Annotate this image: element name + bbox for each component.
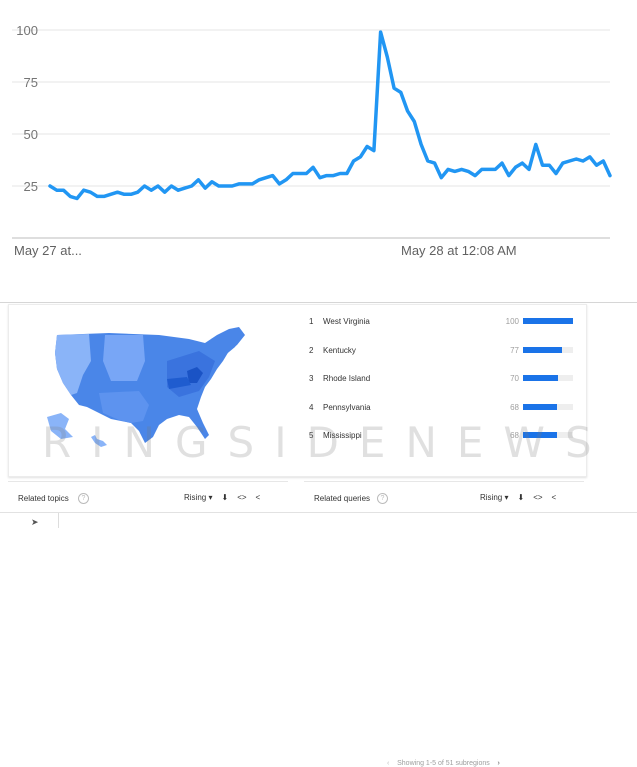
- map-kentucky: [167, 377, 191, 389]
- related-queries-controls: Rising ▾ ⬇ <> <: [480, 493, 556, 502]
- embed-code-icon[interactable]: <>: [533, 493, 543, 502]
- related-topics-panel: Related topics ? Rising ▾ ⬇ <> <: [8, 481, 288, 512]
- map-plains-light: [103, 335, 145, 381]
- pager-text: Showing 1-5 of 51 subregions: [397, 760, 490, 767]
- y-tick-label: 50: [24, 127, 38, 142]
- map-northeast: [211, 329, 243, 357]
- region-value: 68: [510, 431, 519, 440]
- rising-filter-dropdown[interactable]: Rising ▾: [184, 493, 212, 502]
- rank-number: 3: [309, 374, 314, 383]
- rising-filter-dropdown[interactable]: Rising ▾: [480, 493, 508, 502]
- region-value: 68: [510, 402, 519, 412]
- download-icon[interactable]: ⬇: [517, 493, 525, 502]
- toolbar-divider: [58, 513, 59, 528]
- region-value: 100: [505, 317, 519, 326]
- related-queries-panel: Related queries ? Rising ▾ ⬇ <> <: [304, 481, 584, 512]
- subregion-row[interactable]: 2 Kentucky 77: [309, 346, 577, 374]
- rank-number: 5: [309, 431, 314, 440]
- x-tick-label-start: May 27 at...: [14, 243, 82, 258]
- x-tick-label-mid: May 28 at 12:08 AM: [401, 243, 517, 258]
- value-bar-track: [523, 375, 573, 381]
- bottom-toolbar: ➤: [0, 512, 637, 528]
- region-value: 77: [510, 345, 519, 355]
- caret-down-icon: ▾: [208, 493, 213, 502]
- caret-down-icon: ▾: [504, 493, 509, 502]
- map-south-mid: [99, 391, 149, 423]
- related-queries-title: Related queries: [314, 494, 371, 503]
- subregion-panel: 1 West Virginia 100 2 Kentucky 77 3 Rhode Islan…: [8, 304, 587, 767]
- help-circle-icon[interactable]: ?: [377, 493, 388, 504]
- interest-over-time-chart: 25 50 75 100 May 27 at... May 28 at 12:08 A…: [12, 23, 612, 258]
- cursor-icon[interactable]: ➤: [31, 517, 39, 527]
- value-bar-track: [523, 318, 573, 324]
- region-name: Rhode Island: [323, 374, 371, 383]
- map-west-virginia: [187, 367, 203, 383]
- value-bar-fill: [523, 375, 558, 381]
- download-icon[interactable]: ⬇: [221, 493, 229, 502]
- subregion-row[interactable]: 3 Rhode Island 70: [309, 374, 577, 402]
- region-name: Mississippi: [323, 431, 362, 440]
- map-west-light: [55, 334, 91, 395]
- related-topics-title: Related topics: [18, 494, 69, 503]
- subregion-row[interactable]: 4 Pennsylvania 68: [309, 403, 577, 431]
- embed-code-icon[interactable]: <>: [237, 493, 247, 502]
- subregion-pager: ‹ Showing 1-5 of 51 subregions ›: [387, 760, 500, 767]
- y-tick-label: 75: [24, 75, 38, 90]
- subregion-row[interactable]: 5 Mississippi 68: [309, 431, 577, 459]
- region-name: Pennsylvania: [323, 402, 371, 412]
- chart-gridlines: [12, 29, 610, 187]
- rank-number: 4: [309, 402, 314, 412]
- region-name: West Virginia: [323, 317, 370, 326]
- help-circle-icon[interactable]: ?: [78, 493, 89, 504]
- series-line: [48, 30, 612, 201]
- y-tick-label: 100: [16, 23, 38, 38]
- share-icon[interactable]: <: [551, 493, 557, 502]
- value-bar-track: [523, 346, 573, 353]
- y-tick-label: 25: [24, 179, 38, 194]
- region-name: Kentucky: [323, 345, 356, 355]
- share-icon[interactable]: <: [255, 493, 261, 502]
- map-hawaii: [91, 435, 107, 447]
- value-bar-fill: [523, 318, 573, 324]
- value-bar-fill: [523, 346, 562, 353]
- y-tick-labels: 25 50 75 100: [16, 23, 38, 194]
- value-bar-track: [523, 432, 573, 438]
- value-bar-fill: [523, 403, 557, 410]
- subregion-row[interactable]: 1 West Virginia 100: [309, 317, 577, 345]
- map-alaska: [47, 413, 73, 439]
- filter-label: Rising: [184, 493, 207, 502]
- value-bar-fill: [523, 432, 557, 438]
- region-value: 70: [510, 374, 519, 383]
- related-topics-controls: Rising ▾ ⬇ <> <: [184, 493, 260, 502]
- section-divider: [0, 302, 637, 303]
- chevron-right-icon[interactable]: ›: [497, 760, 500, 767]
- rank-number: 2: [309, 345, 314, 355]
- rank-number: 1: [309, 317, 314, 326]
- value-bar-track: [523, 403, 573, 410]
- filter-label: Rising: [480, 493, 503, 502]
- chevron-left-icon[interactable]: ‹: [387, 760, 390, 767]
- us-map[interactable]: [39, 321, 259, 451]
